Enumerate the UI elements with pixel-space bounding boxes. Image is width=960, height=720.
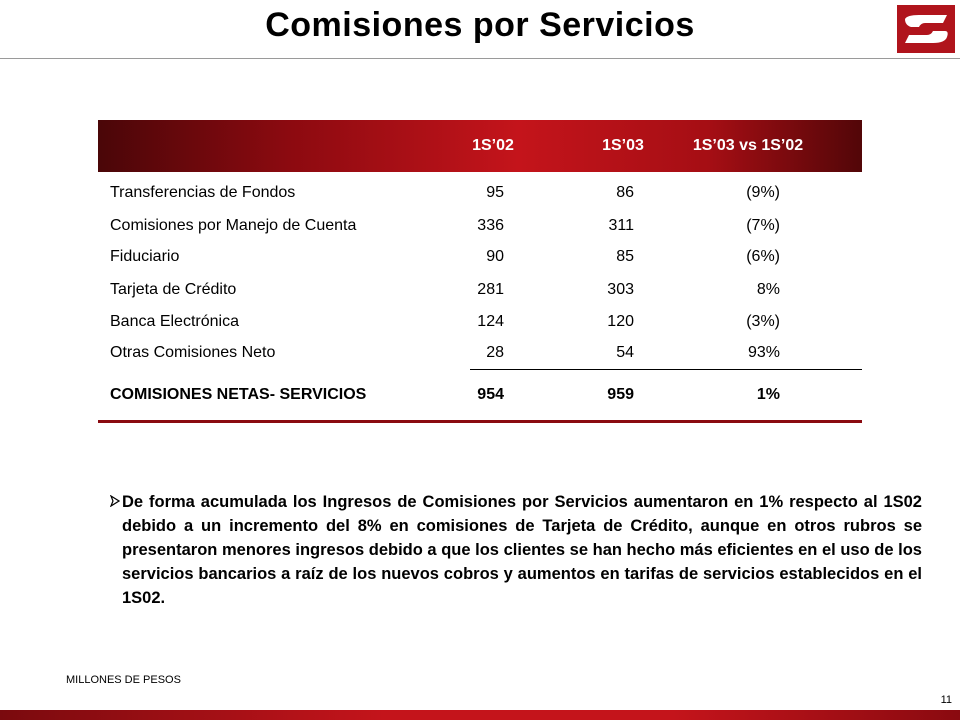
table-row: Tarjeta de Crédito 281 303 8% [98, 281, 862, 309]
row-label: Comisiones por Manejo de Cuenta [110, 217, 357, 234]
row-label: Tarjeta de Crédito [110, 281, 237, 298]
row-value-1s02: 281 [477, 281, 504, 298]
total-value-1s03: 959 [607, 386, 634, 403]
row-value-variation: (7%) [746, 217, 780, 234]
row-value-1s02: 28 [486, 344, 504, 361]
table-row: Transferencias de Fondos 95 86 (9%) [98, 184, 862, 212]
row-label: Transferencias de Fondos [110, 184, 296, 201]
page-number: 11 [940, 694, 952, 706]
table-row: Banca Electrónica 124 120 (3%) [98, 313, 862, 341]
table-header: 1S’02 1S’03 1S’03 vs 1S’02 [98, 120, 862, 172]
row-value-1s03: 86 [616, 184, 634, 201]
row-value-1s03: 311 [608, 217, 634, 234]
table-row: Fiduciario 90 85 (6%) [98, 248, 862, 276]
row-value-variation: (6%) [746, 248, 780, 265]
row-value-variation: (9%) [746, 184, 780, 201]
total-value-variation: 1% [756, 386, 780, 403]
column-header-1s02: 1S’02 [472, 137, 514, 154]
row-value-1s02: 95 [486, 184, 504, 201]
title-divider [0, 58, 960, 59]
table-bottom-divider [98, 420, 862, 423]
column-header-variation: 1S’03 vs 1S’02 [692, 137, 804, 154]
row-value-1s03: 85 [616, 248, 634, 265]
page-title: Comisiones por Servicios [265, 6, 695, 44]
row-value-1s02: 336 [477, 217, 504, 234]
units-footnote: MILLONES DE PESOS [66, 674, 181, 686]
row-value-1s02: 124 [477, 313, 504, 330]
commentary-text: De forma acumulada los Ingresos de Comis… [122, 493, 922, 607]
row-label: Banca Electrónica [110, 313, 239, 330]
table-total-row: COMISIONES NETAS- SERVICIOS 954 959 1% [98, 386, 862, 414]
arrow-bullet-icon [109, 494, 121, 508]
row-value-1s03: 54 [616, 344, 634, 361]
footer-bar [0, 710, 960, 720]
row-label: Fiduciario [110, 248, 180, 265]
row-label: Otras Comisiones Neto [110, 344, 276, 361]
row-value-variation: 8% [756, 281, 780, 298]
row-value-1s02: 90 [486, 248, 504, 265]
total-label: COMISIONES NETAS- SERVICIOS [110, 386, 367, 403]
row-value-1s03: 120 [607, 313, 634, 330]
row-value-1s03: 303 [607, 281, 634, 298]
table-row: Otras Comisiones Neto 28 54 93% [98, 344, 862, 372]
row-value-variation: (3%) [746, 313, 780, 330]
row-value-variation: 93% [747, 344, 780, 361]
total-value-1s02: 954 [477, 386, 504, 403]
total-divider [470, 369, 862, 370]
column-header-1s03: 1S’03 [602, 137, 644, 154]
banorte-logo-icon [897, 5, 955, 53]
table-row: Comisiones por Manejo de Cuenta 336 311 … [98, 217, 862, 245]
